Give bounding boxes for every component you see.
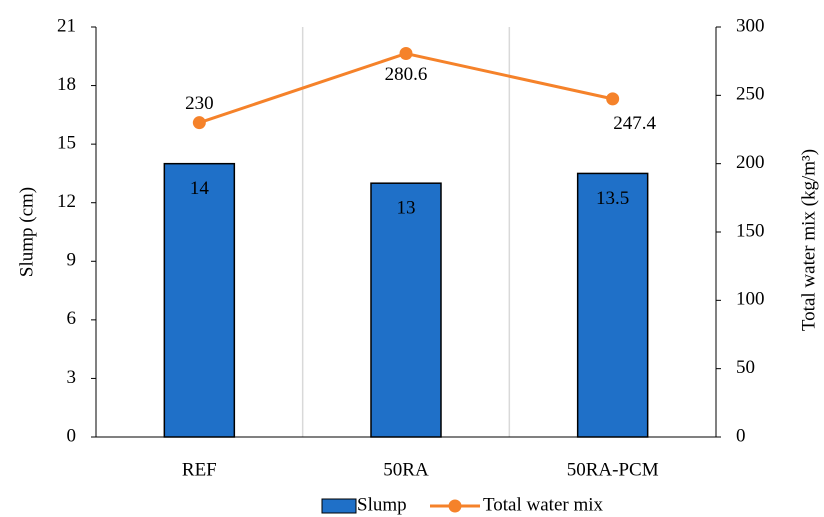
y2-axis-label: Total water mix (kg/m³) bbox=[798, 149, 819, 331]
y2-tick-label: 50 bbox=[736, 357, 755, 378]
y2-tick-label: 200 bbox=[736, 152, 765, 173]
y-tick-label: 3 bbox=[67, 367, 77, 388]
bar bbox=[370, 182, 442, 438]
x-tick-label: 50RA bbox=[383, 459, 429, 480]
line-label: 247.4 bbox=[613, 113, 656, 134]
bar bbox=[163, 162, 236, 438]
legend-swatch bbox=[321, 498, 357, 514]
bar-label: 13 bbox=[397, 198, 416, 219]
legend-label: Slump bbox=[357, 494, 407, 515]
line-point bbox=[399, 47, 413, 61]
line-point bbox=[606, 92, 620, 106]
y-tick-label: 0 bbox=[67, 425, 77, 446]
y2-tick-label: 300 bbox=[736, 15, 765, 36]
y-tick-label: 9 bbox=[67, 250, 77, 271]
bar bbox=[576, 172, 649, 438]
y-axis-label: Slump (cm) bbox=[16, 187, 37, 277]
y-tick-label: 6 bbox=[67, 308, 77, 329]
legend-swatch bbox=[448, 499, 462, 513]
legend-label: Total water mix bbox=[483, 494, 604, 515]
line-point bbox=[192, 116, 206, 130]
y2-tick-label: 100 bbox=[736, 289, 765, 310]
bar-label: 14 bbox=[190, 178, 210, 199]
y-tick-label: 21 bbox=[57, 15, 76, 36]
bar-label: 13.5 bbox=[596, 188, 629, 209]
y-tick-label: 12 bbox=[57, 191, 76, 212]
x-tick-label: 50RA-PCM bbox=[567, 459, 659, 480]
line-label: 230 bbox=[185, 93, 214, 114]
y2-tick-label: 150 bbox=[736, 220, 765, 241]
y-tick-label: 15 bbox=[57, 133, 76, 154]
line-label: 280.6 bbox=[385, 64, 428, 85]
y2-tick-label: 0 bbox=[736, 425, 746, 446]
x-tick-label: REF bbox=[182, 459, 217, 480]
y-tick-label: 18 bbox=[57, 74, 76, 95]
y2-tick-label: 250 bbox=[736, 84, 765, 105]
